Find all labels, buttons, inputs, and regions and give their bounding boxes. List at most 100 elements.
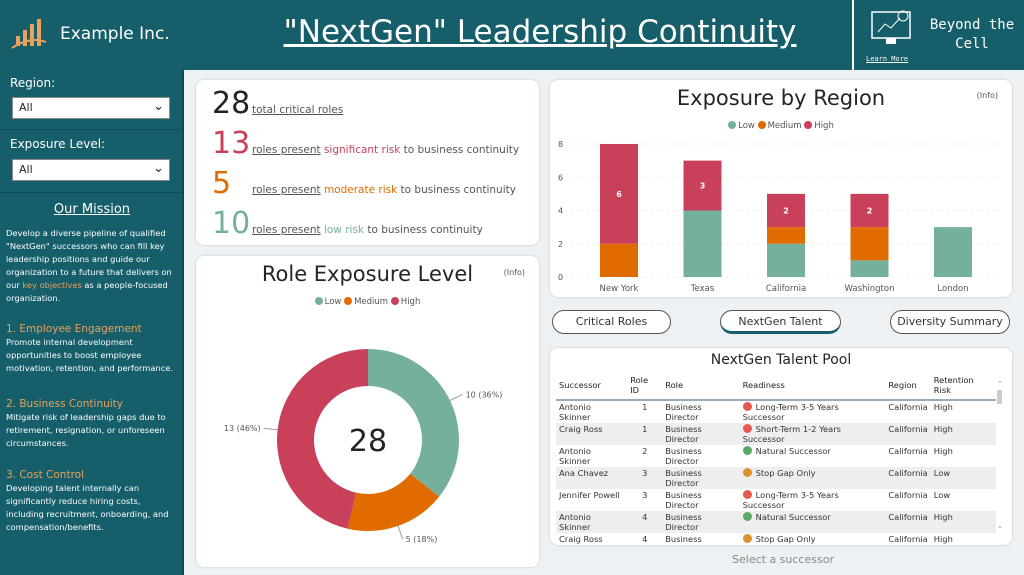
table-row[interactable]: Antonio Skinner 1 Business Director Long-Te… bbox=[556, 400, 996, 423]
y-tick-label: 6 bbox=[558, 173, 563, 182]
chevron-down-icon: ⌄ bbox=[153, 99, 164, 114]
donut-slice-medium[interactable] bbox=[347, 473, 440, 531]
label-leader bbox=[397, 525, 404, 540]
bar-low[interactable] bbox=[767, 243, 805, 277]
tab-diversity-summary[interactable]: Diversity Summary bbox=[890, 310, 1010, 334]
bar-high[interactable] bbox=[767, 193, 805, 228]
readiness-status-icon bbox=[742, 446, 752, 455]
exposure-select[interactable]: All ⌄ bbox=[12, 159, 170, 181]
region-cell: California bbox=[888, 534, 928, 544]
region-cell: California bbox=[888, 490, 928, 500]
table-row[interactable]: Craig Ross 1 Business Director Short-Term 1… bbox=[556, 423, 996, 445]
x-tick-label: Texas bbox=[690, 284, 715, 294]
region-cell: California bbox=[888, 402, 928, 412]
role-id-cell: 4 bbox=[642, 534, 648, 544]
x-tick-label: London bbox=[937, 284, 968, 294]
successor-cell: Antonio Skinner bbox=[559, 402, 591, 422]
kpi-text: total critical roles bbox=[252, 104, 344, 116]
column-header[interactable]: Region bbox=[885, 372, 931, 401]
bar-high[interactable] bbox=[850, 193, 889, 228]
mission-title: Our Mission bbox=[53, 202, 131, 217]
info-link[interactable]: (Info) bbox=[976, 91, 998, 100]
chart-legend: Low Medium High bbox=[550, 121, 1012, 131]
chart-title: Exposure by Region bbox=[676, 86, 886, 110]
successor-cell: Antonio Skinner bbox=[559, 446, 591, 466]
table-row[interactable]: Craig Ross 4 Business Director Stop Gap Onl… bbox=[556, 533, 996, 545]
chart-title: Role Exposure Level bbox=[261, 262, 474, 286]
readiness-status-icon bbox=[742, 490, 752, 499]
bar-low[interactable] bbox=[934, 227, 972, 277]
donut-center-label: 28 bbox=[349, 424, 387, 459]
bar-high[interactable] bbox=[600, 144, 638, 244]
role-cell: Business Director bbox=[662, 423, 740, 445]
table-scrollbar[interactable]: ⌃ ⌄ bbox=[997, 380, 1003, 530]
kpi-row: 10 roles present low risk to business con… bbox=[212, 206, 483, 241]
kpi-text: roles present moderate risk to business … bbox=[252, 184, 516, 196]
table-row[interactable]: Antonio Skinner 4 Business Director Natural… bbox=[556, 511, 996, 533]
key-objectives-link[interactable]: key objectives bbox=[22, 280, 82, 290]
divider bbox=[0, 129, 184, 130]
kpi-value: 28 bbox=[212, 86, 251, 121]
sidebar: Region: All ⌄ Exposure Level: All ⌄ Our Mi… bbox=[0, 70, 184, 575]
bar-medium[interactable] bbox=[600, 243, 638, 277]
table-row[interactable]: Jennifer Powell 3 Business Director Long-Te… bbox=[556, 489, 996, 511]
y-tick-label: 2 bbox=[558, 240, 563, 249]
region-select[interactable]: All ⌄ bbox=[12, 97, 170, 119]
role-id-cell: 1 bbox=[627, 423, 663, 445]
region-cell: California bbox=[885, 511, 931, 533]
column-header[interactable]: Readiness bbox=[739, 372, 886, 401]
successor-cell: Antonio Skinner bbox=[556, 511, 628, 533]
column-header[interactable]: Retention Risk bbox=[930, 372, 996, 401]
donut-slice-low[interactable] bbox=[368, 349, 460, 497]
readiness-cell: Stop Gap Only bbox=[739, 467, 886, 489]
column-header[interactable]: Role bbox=[662, 372, 740, 401]
y-tick-label: 4 bbox=[558, 207, 563, 216]
kpi-value: 10 bbox=[212, 206, 251, 241]
divider bbox=[0, 192, 184, 193]
kpi-value: 13 bbox=[212, 126, 251, 161]
column-header[interactable]: Role ID bbox=[627, 372, 663, 401]
table-row[interactable]: Antonio Skinner 2 Business Director Natural… bbox=[556, 445, 996, 467]
role-cell: Business Director bbox=[665, 534, 702, 545]
role-cell: Business Director bbox=[662, 511, 740, 533]
readiness-cell: Long-Term 3-5 Years Successor bbox=[742, 402, 839, 422]
table-row[interactable]: Ana Chavez 3 Business Director Stop Gap Onl… bbox=[556, 467, 996, 489]
kpi-row: 28 total critical roles bbox=[212, 86, 343, 121]
readiness-cell: Long-Term 3-5 Years Successor bbox=[742, 490, 839, 510]
bar-high[interactable] bbox=[683, 160, 722, 211]
table-title: NextGen Talent Pool bbox=[710, 352, 852, 368]
retention-risk-cell: High bbox=[930, 423, 996, 445]
page-title: "NextGen" Leadership Continuity bbox=[283, 14, 797, 50]
company-logo-icon bbox=[11, 19, 47, 49]
column-header[interactable]: Successor bbox=[556, 372, 628, 401]
successor-cell: Ana Chavez bbox=[556, 467, 628, 489]
y-tick-label: 8 bbox=[558, 140, 563, 149]
talent-pool-card: NextGen Talent Pool Successor Role ID Role… bbox=[550, 348, 1012, 545]
readiness-cell: Stop Gap Only bbox=[740, 533, 886, 545]
tab-nextgen-talent[interactable]: NextGen Talent bbox=[720, 310, 841, 334]
mission-item: 1. Employee Engagement Promote internal d… bbox=[6, 323, 174, 373]
slice-label: 13 (46%) bbox=[224, 424, 261, 433]
readiness-cell: Short-Term 1-2 Years Successor bbox=[739, 423, 886, 445]
mission-intro: Develop a diverse pipeline of qualified … bbox=[6, 228, 172, 303]
bar-low[interactable] bbox=[850, 260, 889, 277]
x-tick-label: New York bbox=[600, 284, 639, 294]
select-successor-button[interactable]: Select a successor bbox=[732, 553, 834, 566]
bar-medium[interactable] bbox=[767, 227, 805, 244]
label-leader bbox=[449, 393, 463, 401]
kpi-row: 5 roles present moderate risk to business… bbox=[212, 166, 516, 201]
tab-critical-roles[interactable]: Critical Roles bbox=[552, 310, 671, 334]
region-cell: California bbox=[885, 423, 931, 445]
mission-item: 2. Business Continuity Mitigate risk of l… bbox=[6, 398, 166, 448]
bar-medium[interactable] bbox=[850, 227, 889, 261]
learn-more-link[interactable]: Learn More bbox=[866, 55, 909, 63]
role-cell: Business Director bbox=[665, 446, 702, 466]
bar-low[interactable] bbox=[683, 210, 722, 278]
chart-legend: Low Medium High bbox=[196, 297, 539, 307]
retention-risk-cell: High bbox=[933, 402, 953, 412]
info-link[interactable]: (Info) bbox=[503, 268, 525, 277]
exposure-label: Exposure Level: bbox=[10, 137, 106, 151]
data-label: 2 bbox=[867, 207, 873, 216]
donut-slice-high[interactable] bbox=[277, 349, 368, 529]
region-label: Region: bbox=[10, 76, 56, 90]
